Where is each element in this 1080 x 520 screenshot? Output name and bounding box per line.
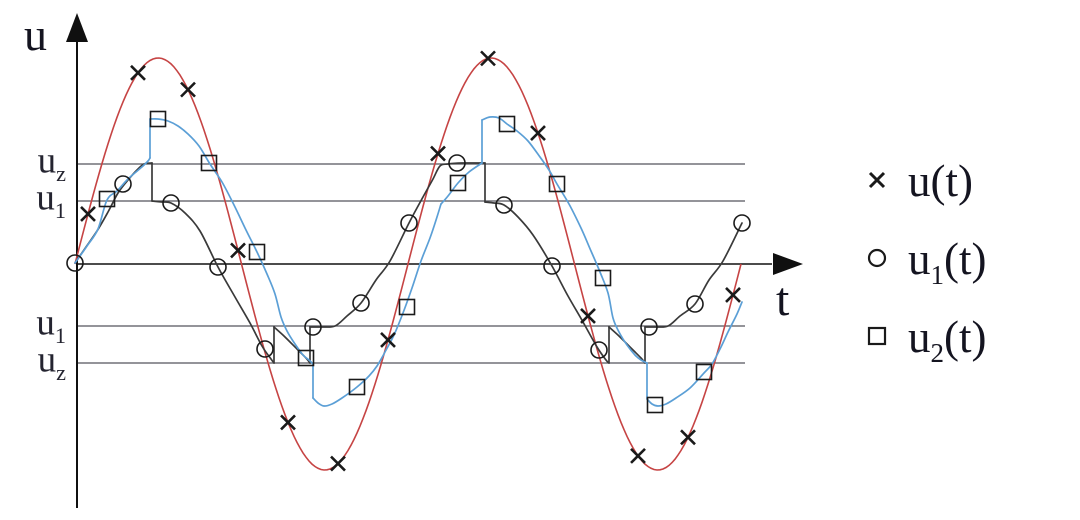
- x-axis-label: t: [776, 273, 790, 326]
- circle-marker: [209, 258, 227, 276]
- x-marker: [725, 287, 741, 303]
- series-input-curve: [74, 57, 742, 471]
- legend-item-u1: u1(t): [860, 230, 1060, 288]
- series-u2-curve: [312, 203, 442, 407]
- x-marker: [480, 50, 496, 67]
- circle-marker: [590, 341, 608, 359]
- x-marker: [330, 455, 346, 472]
- circle-marker: [640, 318, 658, 336]
- x-marker: [580, 307, 596, 324]
- x-marker: [530, 125, 546, 141]
- circle-marker: [400, 214, 418, 232]
- series-u1-curve: [608, 326, 646, 364]
- x-marker: [380, 331, 396, 348]
- series-u1-curve: [484, 201, 610, 364]
- square-marker: [248, 243, 266, 261]
- x-marker-icon: [868, 171, 886, 189]
- data-markers: [66, 50, 751, 472]
- circle-marker: [686, 295, 704, 313]
- series-u1-curve: [151, 200, 275, 364]
- curves: [74, 57, 743, 471]
- series-u2-curve: [481, 116, 648, 364]
- square-marker: [449, 174, 467, 192]
- reference-lines: [77, 163, 745, 364]
- x-marker: [680, 429, 696, 446]
- legend-item-u2: u2(t): [860, 308, 1060, 366]
- series-u2-curve: [74, 157, 151, 264]
- square-marker: [297, 349, 315, 367]
- x-marker: [630, 447, 646, 464]
- circle-marker: [543, 257, 561, 275]
- x-axis-arrowhead: [773, 253, 803, 275]
- square-marker: [646, 396, 664, 414]
- series-u2-curve: [440, 162, 483, 205]
- x-marker: [430, 145, 446, 162]
- y-axis-arrowhead: [66, 13, 88, 42]
- square-marker: [149, 110, 167, 128]
- circle-marker: [352, 294, 370, 312]
- square-marker: [498, 115, 516, 133]
- level-label-uz-negative: uz: [37, 339, 66, 385]
- circle-marker: [162, 194, 180, 212]
- square-marker: [98, 190, 116, 208]
- circle-marker-icon: [867, 248, 887, 268]
- square-marker-icon: [867, 326, 887, 346]
- x-marker: [280, 414, 296, 431]
- legend: u(t) u1(t) u2(t): [860, 152, 1060, 386]
- y-axis-label: u: [24, 9, 47, 60]
- axes: [66, 13, 803, 508]
- series-u1-curve: [309, 162, 486, 328]
- square-marker: [594, 269, 612, 287]
- level-label-u1-negative: u1: [36, 302, 66, 348]
- x-marker: [230, 242, 246, 259]
- level-label-u1-positive: u1: [36, 177, 66, 223]
- level-label-uz-positive: uz: [37, 140, 66, 186]
- legend-label-u2: u2(t): [908, 311, 987, 368]
- circle-marker: [256, 340, 274, 358]
- series-u2-curve: [646, 301, 743, 407]
- circle-marker: [304, 318, 322, 336]
- x-marker: [180, 81, 196, 98]
- square-marker: [548, 175, 566, 193]
- circle-marker: [495, 196, 513, 214]
- legend-label-u1: u1(t): [908, 233, 987, 290]
- circle-marker: [733, 214, 751, 232]
- x-marker: [130, 64, 146, 81]
- x-marker: [80, 206, 96, 222]
- square-marker: [348, 378, 366, 396]
- circle-marker: [114, 175, 132, 193]
- series-u2-curve: [149, 118, 314, 365]
- legend-label-u: u(t): [908, 155, 973, 206]
- legend-item-u: u(t): [860, 152, 1060, 210]
- circle-marker: [66, 254, 84, 272]
- square-marker: [398, 298, 416, 316]
- square-marker: [695, 363, 713, 381]
- circle-marker: [448, 154, 466, 172]
- square-marker: [200, 154, 218, 172]
